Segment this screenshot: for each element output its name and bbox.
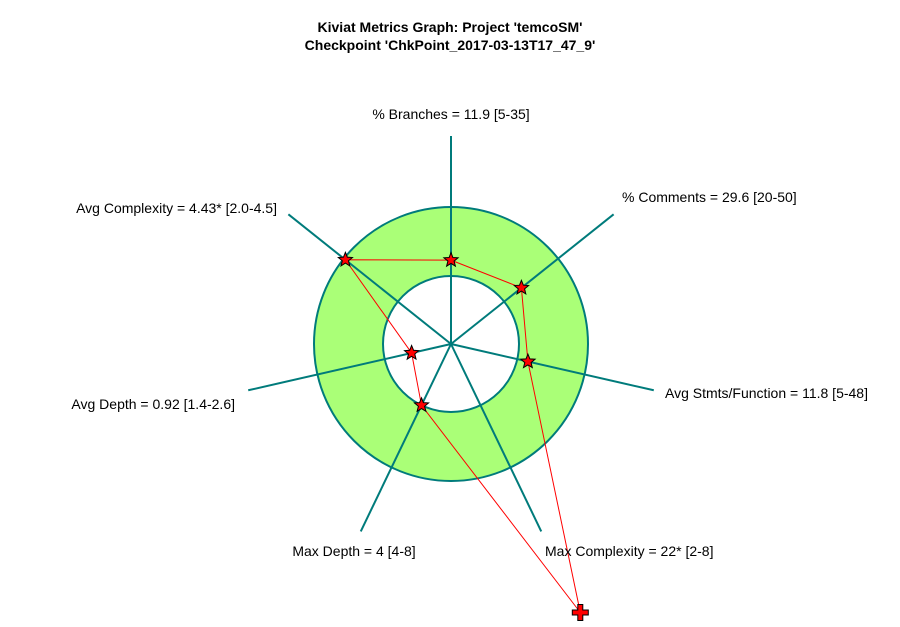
axis-label-1: % Branches = 11.9 [5-35] xyxy=(372,106,529,122)
chart-subtitle: Checkpoint 'ChkPoint_2017-03-13T17_47_9' xyxy=(305,37,596,53)
axis-label-2: % Comments = 29.6 [20-50] xyxy=(622,189,797,205)
marker-star-7 xyxy=(337,250,354,267)
marker-star-2 xyxy=(513,278,530,296)
acceptable-range-band xyxy=(314,207,588,481)
axis-label-7: Avg Complexity = 4.43* [2.0-4.5] xyxy=(76,200,277,216)
marker-star-1 xyxy=(442,251,460,268)
axis-line-5 xyxy=(359,343,452,532)
metric-polygon xyxy=(344,259,581,613)
axis-line-4 xyxy=(450,343,543,532)
axis-labels: % Branches = 11.9 [5-35] % Comments = 29.… xyxy=(71,106,868,559)
metric-polygon-group xyxy=(344,259,581,613)
axis-label-4: Max Complexity = 22* [2-8] xyxy=(545,543,713,559)
axes xyxy=(247,136,655,532)
axis-line-3 xyxy=(450,343,655,392)
chart-title: Kiviat Metrics Graph: Project 'temcoSM' xyxy=(318,19,583,35)
marker-star-3 xyxy=(519,352,537,369)
marker-cross-4 xyxy=(571,603,589,621)
axis-label-3: Avg Stmts/Function = 11.8 [5-48] xyxy=(665,385,868,401)
axis-label-5: Max Depth = 4 [4-8] xyxy=(292,543,415,559)
markers xyxy=(337,250,589,621)
axis-label-6: Avg Depth = 0.92 [1.4-2.6] xyxy=(71,396,235,412)
marker-star-6 xyxy=(403,344,420,361)
axis-line-2 xyxy=(450,213,615,345)
axis-line-7 xyxy=(287,213,452,345)
marker-star-5 xyxy=(413,396,430,413)
